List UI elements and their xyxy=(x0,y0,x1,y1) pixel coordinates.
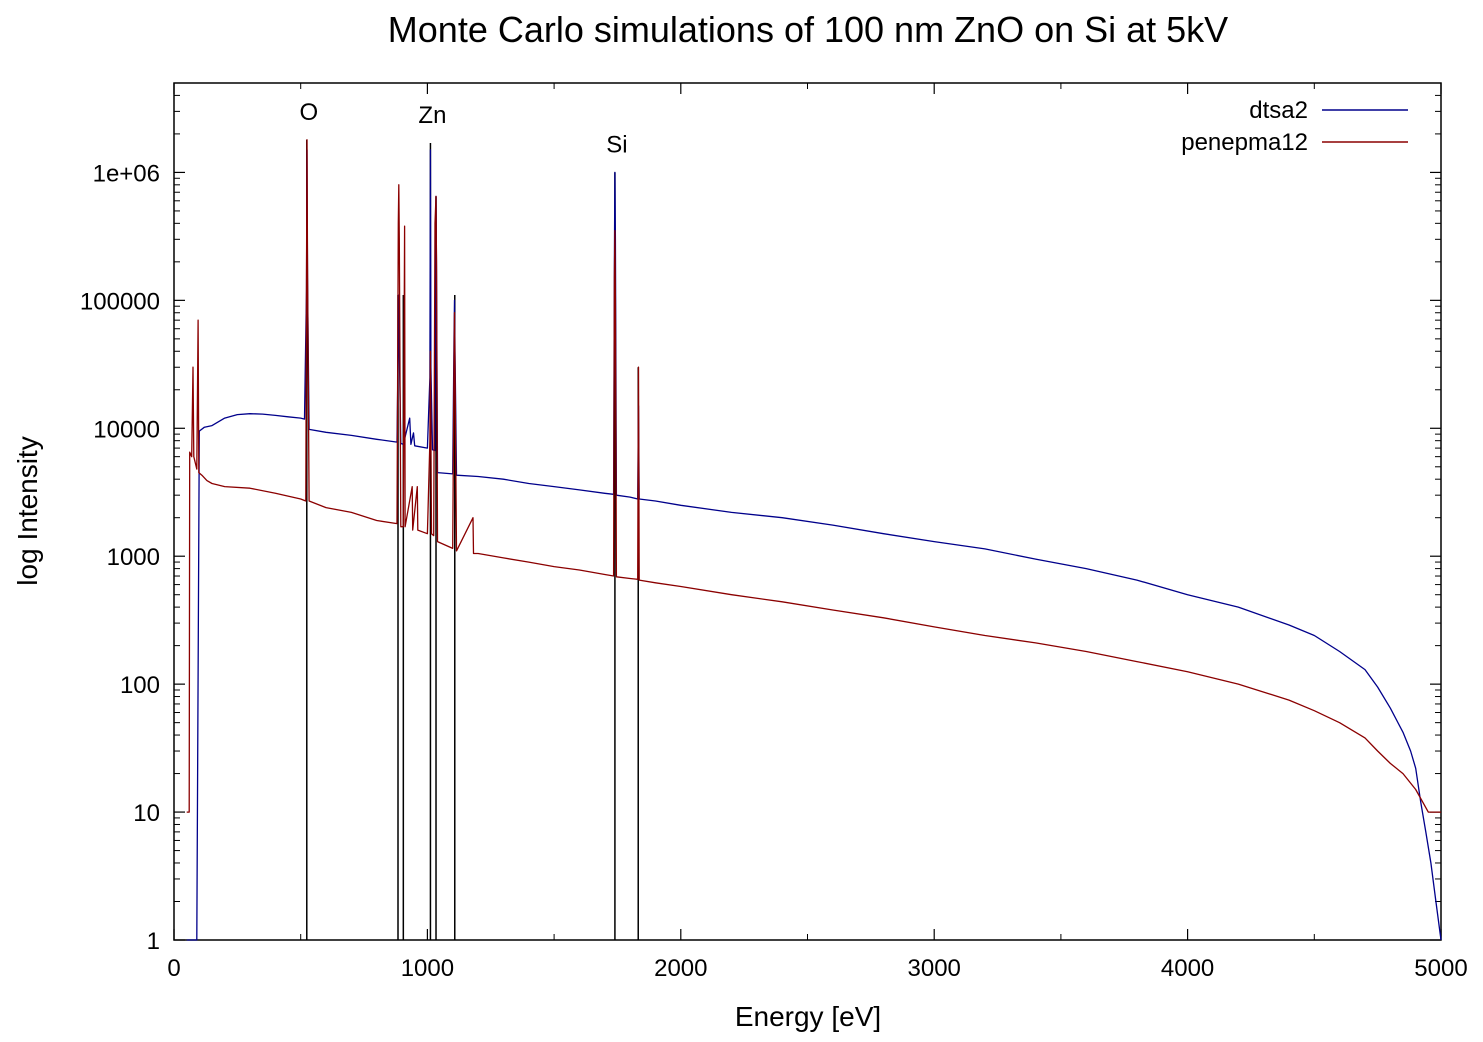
x-tick-label: 2000 xyxy=(654,955,707,982)
marker-labels: O Zn Si xyxy=(299,99,627,159)
plot-area xyxy=(173,82,1442,941)
marker-lines xyxy=(306,139,639,940)
legend-label: dtsa2 xyxy=(1249,97,1308,124)
x-tick-label: 5000 xyxy=(1414,955,1467,982)
x-tick-label: 4000 xyxy=(1161,955,1214,982)
y-tick-label: 100 xyxy=(120,672,160,699)
series-line-penepma12 xyxy=(186,139,1441,813)
legend: dtsa2 penepma12 xyxy=(1181,97,1408,156)
y-tick-label: 100000 xyxy=(80,288,160,315)
series-line-dtsa2 xyxy=(186,149,1442,941)
y-tick-label: 10000 xyxy=(93,416,160,443)
x-tick-label: 1000 xyxy=(401,955,454,982)
peak-label: Si xyxy=(606,131,627,158)
axis-ticks: 0 1000 2000 3000 4000 5000 1 10 100 1000 10000 1000… xyxy=(80,82,1468,982)
y-tick-label: 10 xyxy=(133,800,160,827)
chart-title: Monte Carlo simulations of 100 nm ZnO on… xyxy=(388,9,1228,50)
x-tick-label: 3000 xyxy=(908,955,961,982)
y-tick-label: 1e+06 xyxy=(93,160,160,187)
x-axis-label: Energy [eV] xyxy=(735,1001,881,1032)
series-layer xyxy=(186,139,1442,941)
x-tick-label: 0 xyxy=(167,955,180,982)
y-tick-label: 1 xyxy=(147,928,160,955)
y-tick-label: 1000 xyxy=(107,544,160,571)
peak-label: Zn xyxy=(418,102,446,129)
legend-label: penepma12 xyxy=(1181,129,1308,156)
peak-label: O xyxy=(299,99,318,126)
y-axis-label: log Intensity xyxy=(12,436,43,585)
